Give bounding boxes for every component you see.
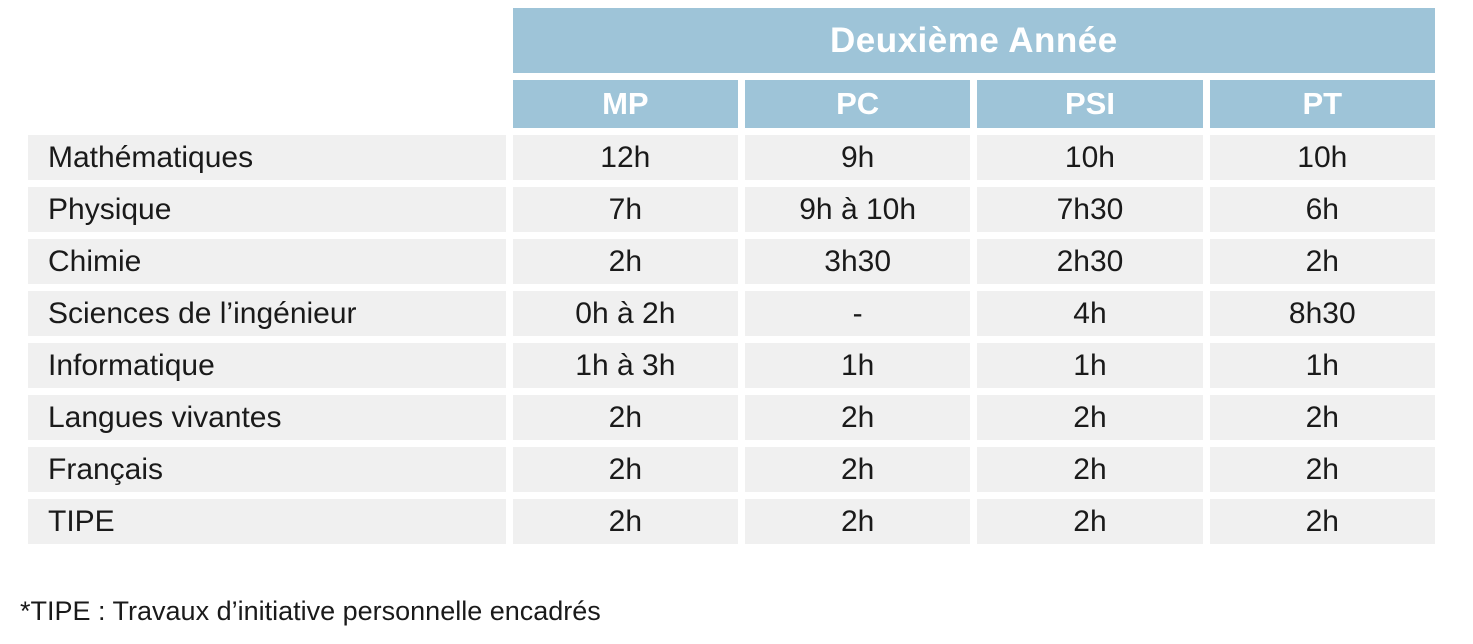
- table-cell: 4h: [977, 291, 1203, 336]
- table-cell: 2h: [512, 395, 738, 440]
- table-row: Langues vivantes 2h 2h 2h 2h: [28, 395, 1435, 440]
- table-cell: 1h: [744, 343, 971, 388]
- row-label: Chimie: [28, 239, 506, 284]
- table-cell: 2h: [1209, 447, 1435, 492]
- table-cell: 10h: [1209, 135, 1435, 180]
- table-cell: 2h: [977, 447, 1203, 492]
- table-cell: 9h: [744, 135, 971, 180]
- table-cell: 6h: [1209, 187, 1435, 232]
- table-cell: 2h: [512, 499, 738, 544]
- table-cell: 0h à 2h: [512, 291, 738, 336]
- table-cell: 7h: [512, 187, 738, 232]
- table-row: Chimie 2h 3h30 2h30 2h: [28, 239, 1435, 284]
- column-header-mp: MP: [512, 80, 738, 128]
- table-cell: 2h: [512, 239, 738, 284]
- table-cell: 2h: [1209, 499, 1435, 544]
- table-cell: 2h: [744, 499, 971, 544]
- table-cell: 8h30: [1209, 291, 1435, 336]
- table-row: Informatique 1h à 3h 1h 1h 1h: [28, 343, 1435, 388]
- header-spacer: [28, 8, 506, 73]
- table-cell: 10h: [977, 135, 1203, 180]
- tipe-footnote: *TIPE : Travaux d’initiative personnelle…: [20, 596, 601, 626]
- table-cell: -: [744, 291, 971, 336]
- schedule-table: Deuxième Année MP PC PSI PT Mathématique…: [21, 1, 1442, 551]
- table-cell: 2h: [1209, 239, 1435, 284]
- row-label: Sciences de l’ingénieur: [28, 291, 506, 336]
- table-row: Sciences de l’ingénieur 0h à 2h - 4h 8h3…: [28, 291, 1435, 336]
- table-row: TIPE 2h 2h 2h 2h: [28, 499, 1435, 544]
- row-label: TIPE: [28, 499, 506, 544]
- table-cell: 2h: [744, 395, 971, 440]
- table-cell: 3h30: [744, 239, 971, 284]
- table-cell: 2h: [977, 499, 1203, 544]
- row-label: Mathématiques: [28, 135, 506, 180]
- year-header: Deuxième Année: [512, 8, 1435, 73]
- column-header-pc: PC: [744, 80, 971, 128]
- table-cell: 1h: [1209, 343, 1435, 388]
- table-cell: 7h30: [977, 187, 1203, 232]
- table-row: Français 2h 2h 2h 2h: [28, 447, 1435, 492]
- table-cell: 9h à 10h: [744, 187, 971, 232]
- table-cell: 2h: [977, 395, 1203, 440]
- table-cell: 1h: [977, 343, 1203, 388]
- header-spacer: [28, 80, 506, 128]
- table-cell: 1h à 3h: [512, 343, 738, 388]
- row-label: Informatique: [28, 343, 506, 388]
- column-header-row: MP PC PSI PT: [28, 80, 1435, 128]
- table-row: Mathématiques 12h 9h 10h 10h: [28, 135, 1435, 180]
- row-label: Langues vivantes: [28, 395, 506, 440]
- table-row: Physique 7h 9h à 10h 7h30 6h: [28, 187, 1435, 232]
- table-cell: 2h: [512, 447, 738, 492]
- table-cell: 2h: [744, 447, 971, 492]
- table-cell: 2h: [1209, 395, 1435, 440]
- table-cell: 2h30: [977, 239, 1203, 284]
- table-cell: 12h: [512, 135, 738, 180]
- column-header-pt: PT: [1209, 80, 1435, 128]
- row-label: Français: [28, 447, 506, 492]
- year-header-row: Deuxième Année: [28, 8, 1435, 73]
- column-header-psi: PSI: [977, 80, 1203, 128]
- row-label: Physique: [28, 187, 506, 232]
